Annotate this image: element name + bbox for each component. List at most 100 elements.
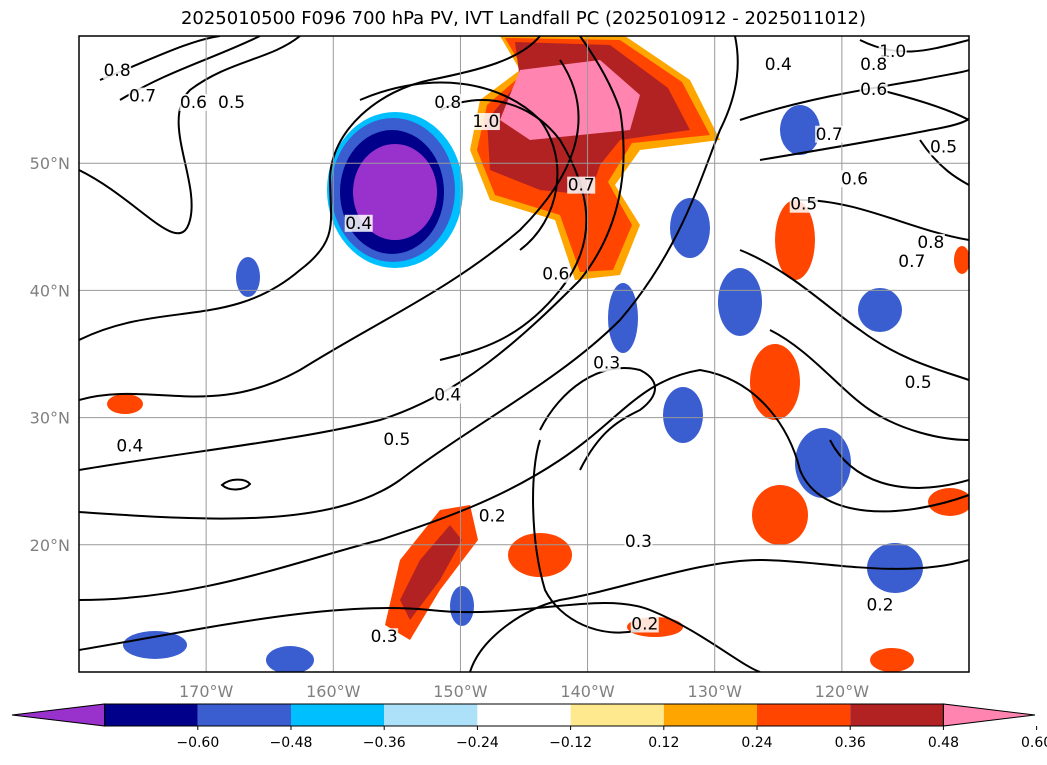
contour-label: 0.6 — [841, 169, 868, 189]
lat-tick-labels: 20°N 30°N 40°N 50°N — [30, 154, 70, 555]
map-frame — [78, 35, 970, 673]
colorbar-extend-high — [942, 703, 1036, 727]
colorbar-segment — [663, 704, 757, 726]
colorbar-segment — [104, 704, 198, 726]
colorbar-tick-label: 0.60 — [1021, 735, 1047, 751]
negative-pv-small-2 — [718, 268, 762, 336]
contour-label-bg — [815, 125, 844, 143]
contour-label: 0.2 — [631, 614, 658, 634]
colorbar-extend-low — [11, 703, 106, 727]
contour-label-bg — [866, 596, 894, 614]
contour-label-bg — [370, 628, 399, 646]
contour-label-bg — [433, 386, 462, 404]
lon-tick-label: 140°W — [560, 682, 615, 701]
lon-tick-label: 150°W — [433, 682, 488, 701]
contour-label: 0.8 — [860, 55, 887, 75]
contour-label: 0.8 — [917, 233, 944, 253]
contour-label: 0.6 — [180, 93, 207, 113]
colorbar-segment — [197, 704, 291, 726]
positive-pv-core — [500, 60, 640, 140]
contour-label-bg — [541, 265, 570, 283]
contour-label: 1.0 — [472, 112, 499, 132]
contour-label-bg — [789, 195, 818, 213]
contour-label: 0.5 — [383, 430, 410, 450]
negative-pv-core — [353, 144, 437, 240]
negative-pv-small-5 — [795, 428, 851, 498]
negative-pv-small-11 — [266, 646, 314, 672]
contour-label: 0.5 — [930, 137, 957, 157]
negative-pv-small-6 — [858, 288, 902, 332]
contour-label: 0.8 — [104, 61, 131, 81]
positive-pv-small-7 — [870, 648, 914, 672]
lat-tick-label: 20°N — [30, 536, 70, 555]
contour-label: 0.7 — [816, 125, 843, 145]
contour-label: 0.7 — [129, 87, 156, 107]
contour-label-bg — [859, 81, 888, 99]
contour-label: 0.7 — [568, 176, 595, 196]
contour-label: 0.3 — [625, 532, 652, 552]
positive-pv-small-9 — [954, 246, 969, 274]
contour-label: 0.3 — [371, 627, 398, 647]
colorbar-tick-label: 0.48 — [928, 735, 959, 751]
contour-label: 0.5 — [905, 373, 932, 393]
contour-label-bg — [179, 93, 208, 111]
colorbar-segment — [291, 704, 385, 726]
colorbar-tick-label: −0.12 — [549, 735, 592, 751]
positive-pv-south-core — [400, 525, 462, 620]
lon-tick-labels: 170°W 160°W 150°W 140°W 130°W 120°W — [179, 682, 869, 701]
contour-label-bg — [897, 252, 926, 270]
contour-label-bg — [929, 138, 958, 156]
colorbar-segment — [850, 704, 944, 726]
colorbar-tick-label: −0.24 — [456, 735, 499, 751]
contour-label-bg — [859, 55, 888, 73]
negative-pv-small-4 — [663, 387, 703, 443]
contour-label: 0.4 — [765, 55, 792, 75]
colorbar-tick-label: 0.36 — [835, 735, 866, 751]
pv-shading — [107, 36, 969, 672]
contour-label-bg — [904, 373, 933, 391]
colorbar-segment — [757, 704, 851, 726]
contour-label: 0.6 — [860, 80, 887, 100]
contour-label-bg — [382, 431, 411, 449]
contour-label: 0.4 — [116, 436, 143, 456]
colorbar-segment — [384, 704, 478, 726]
contour-label: 0.5 — [790, 195, 817, 215]
contour-label: 0.6 — [542, 265, 569, 285]
colorbar-tick-label: −0.60 — [176, 735, 219, 751]
contour-label-bg — [433, 93, 462, 111]
negative-pv-small-1 — [670, 198, 710, 258]
contour-label-bg — [592, 354, 621, 372]
positive-pv-small-2 — [750, 344, 800, 420]
colorbar-tick-label: 0.12 — [648, 735, 679, 751]
contour-label-bg — [916, 233, 945, 251]
lon-tick-label: 130°W — [688, 682, 743, 701]
lon-tick-label: 170°W — [179, 682, 234, 701]
contour-label: 0.2 — [866, 595, 893, 615]
contour-label: 0.7 — [898, 252, 925, 272]
contour-label: 0.8 — [434, 93, 461, 113]
positive-pv-small-4 — [775, 200, 815, 280]
positive-pv-small-5 — [107, 394, 143, 414]
colorbar-segment — [570, 704, 664, 726]
lon-tick-label: 160°W — [306, 682, 361, 701]
contour-label: 0.2 — [479, 506, 506, 526]
contour-labels: 0.80.7 0.6 0.5 0.81.01.00.80.60.40.50.70.60… — [103, 42, 958, 647]
contour-label: 0.3 — [593, 354, 620, 374]
contour-label-bg — [471, 113, 500, 131]
graticule — [79, 36, 969, 672]
lat-tick-label: 40°N — [30, 281, 70, 300]
positive-pv-small-3 — [752, 485, 808, 545]
negative-pv-small-9 — [236, 257, 260, 297]
lat-tick-label: 30°N — [30, 409, 70, 428]
positive-pv-small-1 — [508, 533, 572, 577]
contour-label: 0.4 — [434, 386, 461, 406]
colorbar: −0.60 −0.48 −0.36 −0.24 −0.12 0.12 0.24 0.36 0.4… — [11, 703, 1047, 751]
pc-contours — [79, 36, 969, 672]
contour-label-bg — [567, 176, 596, 194]
map-title: 2025010500 F096 700 hPa PV, IVT Landfall… — [180, 8, 867, 29]
contour-label-bg — [128, 87, 157, 105]
negative-pv-small-7 — [780, 105, 820, 155]
colorbar-tick-label: −0.36 — [363, 735, 406, 751]
contour-label: 0.5 — [218, 93, 245, 113]
